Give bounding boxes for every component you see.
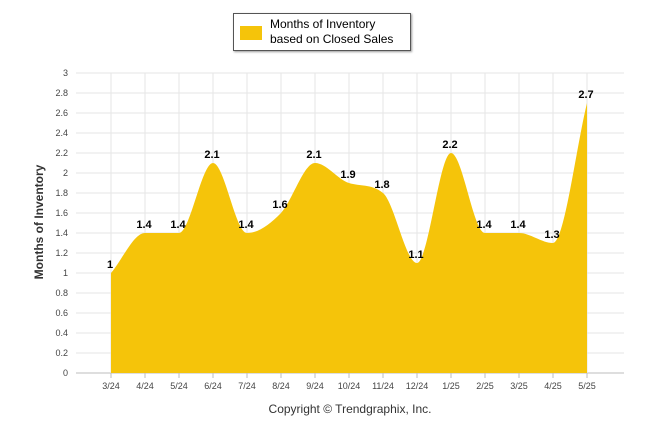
data-label: 1.4: [238, 219, 254, 231]
x-tick-label: 6/24: [204, 381, 222, 391]
y-tick-label: 0.4: [55, 328, 68, 338]
y-tick-label: 0.6: [55, 308, 68, 318]
data-labels: 1 1.4 1.4 2.1 1.4 1.6 2.1 1.9 1.8 1.1 2.2 1.4 1.4 1.3…: [107, 89, 594, 271]
y-tick-label: 0.8: [55, 288, 68, 298]
y-axis-ticks: 0 0.2 0.4 0.6 0.8 1 1.2 1.4 1.6 1.8 2 2.2 2.4 2.6 2.8 3: [55, 68, 68, 378]
data-label: 1.8: [374, 179, 389, 191]
x-tick-label: 1/25: [442, 381, 460, 391]
y-tick-label: 0.2: [55, 348, 68, 358]
y-tick-label: 2.8: [55, 88, 68, 98]
y-tick-label: 0: [63, 368, 68, 378]
data-label: 2.2: [442, 139, 457, 151]
y-tick-label: 1: [63, 268, 68, 278]
x-tick-label: 12/24: [406, 381, 429, 391]
area-series: [111, 103, 587, 373]
y-tick-label: 1.6: [55, 208, 68, 218]
data-label: 2.1: [306, 149, 321, 161]
data-label: 1.9: [340, 169, 355, 181]
data-label: 2.1: [204, 149, 219, 161]
x-tick-label: 2/25: [476, 381, 494, 391]
y-tick-label: 2.2: [55, 148, 68, 158]
y-axis-title: Months of Inventory: [32, 164, 46, 280]
copyright-footer: Copyright © Trendgraphix, Inc.: [268, 402, 432, 416]
x-tick-label: 5/25: [578, 381, 596, 391]
x-tick-label: 9/24: [306, 381, 324, 391]
x-axis-ticks: 3/24 4/24 5/24 6/24 7/24 8/24 9/24 10/24 11/24 12…: [102, 381, 596, 391]
x-tick-label: 8/24: [272, 381, 290, 391]
data-label: 1.1: [408, 249, 423, 261]
legend-swatch: [240, 26, 262, 40]
data-label: 1.6: [272, 199, 287, 211]
x-tick-label: 4/24: [136, 381, 154, 391]
x-tick-label: 3/24: [102, 381, 120, 391]
y-tick-label: 2: [63, 168, 68, 178]
x-tick-label: 3/25: [510, 381, 528, 391]
y-tick-label: 1.2: [55, 248, 68, 258]
x-tick-label: 7/24: [238, 381, 256, 391]
area-fill: [111, 103, 587, 373]
x-tick-label: 11/24: [372, 381, 394, 391]
data-label: 1.3: [544, 229, 559, 241]
x-tick-label: 4/25: [544, 381, 562, 391]
legend: Months of Inventory based on Closed Sale…: [233, 13, 411, 51]
y-tick-label: 1.8: [55, 188, 68, 198]
y-tick-label: 3: [63, 68, 68, 78]
x-tick-label: 10/24: [338, 381, 361, 391]
data-label: 1: [107, 259, 113, 271]
data-label: 1.4: [510, 219, 526, 231]
data-label: 1.4: [136, 219, 152, 231]
data-label: 1.4: [170, 219, 186, 231]
y-tick-label: 2.4: [55, 128, 68, 138]
legend-label: Months of Inventory based on Closed Sale…: [270, 17, 394, 46]
x-tick-label: 5/24: [170, 381, 188, 391]
data-label: 1.4: [476, 219, 492, 231]
y-tick-label: 2.6: [55, 108, 68, 118]
data-label: 2.7: [578, 89, 593, 101]
y-tick-label: 1.4: [55, 228, 68, 238]
